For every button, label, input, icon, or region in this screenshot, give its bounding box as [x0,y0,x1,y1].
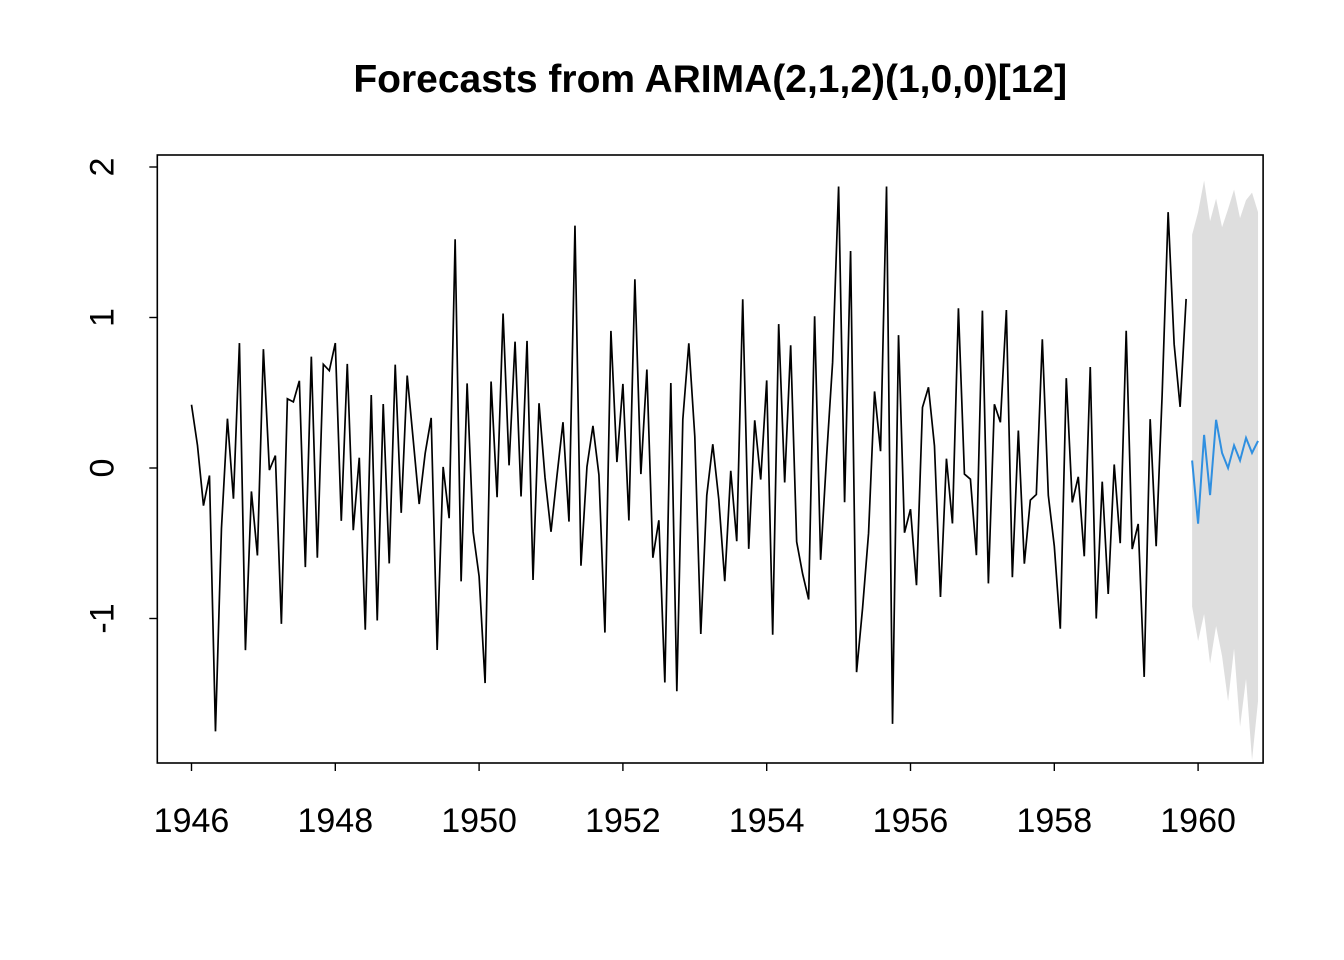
svg-text:1: 1 [83,308,121,327]
svg-text:0: 0 [83,459,121,478]
svg-text:1950: 1950 [441,802,517,840]
svg-text:1954: 1954 [729,802,805,840]
svg-text:1946: 1946 [154,802,230,840]
svg-text:1956: 1956 [873,802,949,840]
svg-text:2: 2 [83,158,121,177]
svg-text:-1: -1 [83,603,121,633]
svg-text:1958: 1958 [1016,802,1092,840]
svg-text:1948: 1948 [297,802,373,840]
svg-text:1952: 1952 [585,802,661,840]
svg-text:1960: 1960 [1160,802,1236,840]
